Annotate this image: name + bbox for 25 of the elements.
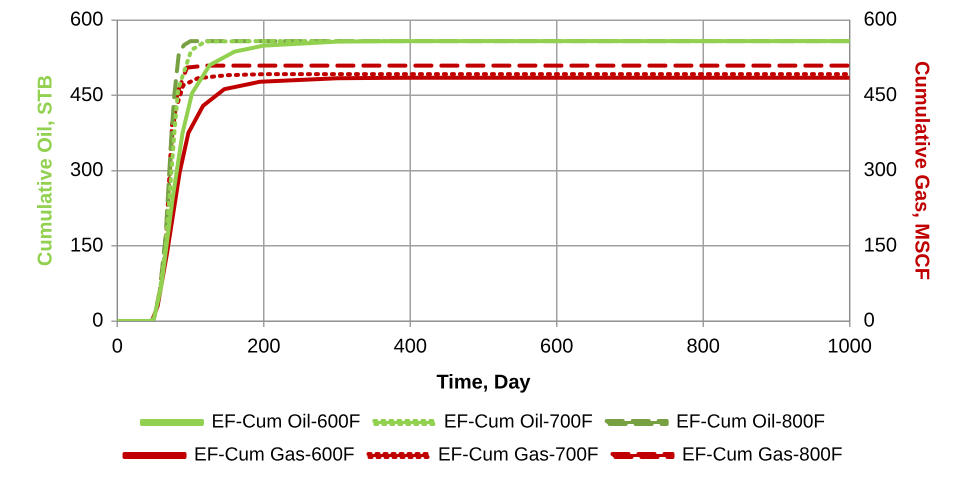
y2-axis-title: Cumulative Gas, MSCF (910, 61, 932, 280)
x-tick-label: 600 (540, 336, 574, 358)
legend-label: EF-Cum Oil-700F (444, 412, 593, 433)
y2-tick-label: 300 (864, 159, 898, 182)
legend-label: EF-Cum Gas-800F (682, 444, 842, 466)
x-axis-title: Time, Day (436, 372, 532, 394)
legend-label: EF-Cum Gas-600F (194, 444, 355, 466)
y-tick-label: 450 (70, 84, 104, 106)
y2-tick-label: 600 (864, 8, 898, 31)
x-tick-label: 1000 (827, 336, 872, 358)
y-tick-label: 150 (70, 234, 104, 256)
y2-tick-label: 150 (864, 234, 898, 256)
x-tick-label: 0 (112, 336, 123, 358)
y-axis-title: Cumulative Oil, STB (34, 74, 57, 266)
y2-tick-label: 450 (864, 84, 898, 106)
y-tick-label: 0 (92, 310, 104, 332)
legend-label: EF-Cum Gas-700F (438, 444, 598, 466)
x-tick-label: 200 (247, 336, 281, 358)
y2-tick-label: 0 (864, 310, 875, 332)
y-tick-label: 600 (70, 8, 104, 31)
legend-label: EF-Cum Oil-800F (676, 412, 826, 433)
x-tick-label: 800 (686, 336, 720, 358)
legend-label: EF-Cum Oil-600F (211, 412, 360, 433)
y-tick-label: 300 (70, 159, 104, 182)
x-tick-label: 400 (394, 336, 427, 358)
